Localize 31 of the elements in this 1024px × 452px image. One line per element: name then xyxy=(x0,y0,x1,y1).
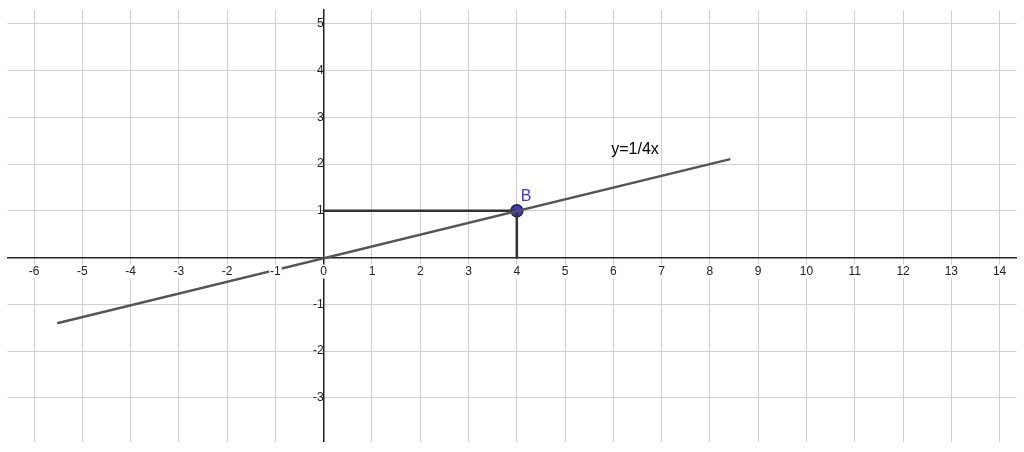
y-tick-label: 2 xyxy=(317,156,325,171)
series-label: B xyxy=(520,187,532,205)
x-tick-label: 8 xyxy=(706,263,714,278)
x-tick-label: 2 xyxy=(416,263,424,278)
x-tick-label: -1 xyxy=(270,263,282,278)
x-tick-label: 5 xyxy=(561,263,569,278)
x-tick-label: 14 xyxy=(992,263,1007,278)
y-tick-label: 5 xyxy=(317,16,325,31)
x-tick-label: 0 xyxy=(320,263,328,278)
x-tick-label: 10 xyxy=(799,263,814,278)
y-tick-label: -3 xyxy=(313,390,325,405)
x-tick-label: 11 xyxy=(848,263,862,278)
x-tick-label: 9 xyxy=(754,263,762,278)
x-tick-label: 6 xyxy=(610,263,618,278)
x-tick-label: 7 xyxy=(658,263,666,278)
x-tick-label: 1 xyxy=(368,263,376,278)
y-tick-label: -2 xyxy=(313,343,325,358)
x-tick-label: -5 xyxy=(76,263,88,278)
x-tick-label: 12 xyxy=(896,263,911,278)
y-tick-label: 4 xyxy=(317,62,325,77)
x-tick-label: -3 xyxy=(173,263,185,278)
y-tick-label: 3 xyxy=(317,109,325,124)
x-tick-label: -2 xyxy=(221,263,233,278)
y-tick-label: -1 xyxy=(313,296,325,311)
x-tick-label: -4 xyxy=(125,263,137,278)
y-tick-label: 1 xyxy=(317,203,325,218)
x-tick-label: 13 xyxy=(944,263,959,278)
annotation: y=1/4x xyxy=(611,139,659,157)
x-tick-label: 3 xyxy=(465,263,473,278)
x-tick-label: 4 xyxy=(513,263,521,278)
x-tick-label: -6 xyxy=(28,263,40,278)
